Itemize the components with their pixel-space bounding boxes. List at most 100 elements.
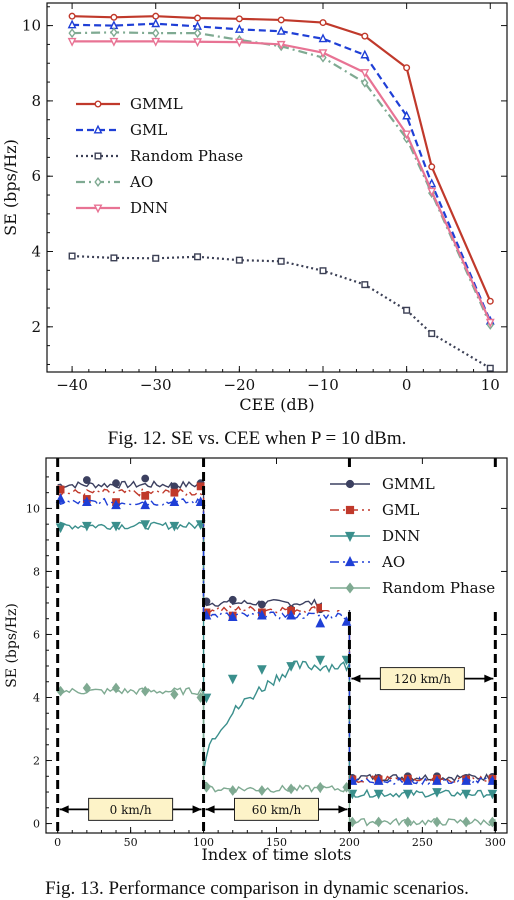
data-point-ao xyxy=(257,609,267,620)
series-line-random-phase xyxy=(57,687,496,827)
y-axis-label: SE (bps/Hz) xyxy=(1,139,20,236)
data-point-ao xyxy=(152,28,160,39)
legend-marker xyxy=(93,204,103,214)
data-point-dnn xyxy=(111,521,121,532)
legend-marker xyxy=(94,177,102,187)
series-line-random-phase xyxy=(72,254,491,370)
data-point-random-phase xyxy=(462,816,471,828)
fig13-chart: 0 50 100 150 200 250 300 0 2 4 6 8 10 Index of time s… xyxy=(4,457,508,864)
data-point-ao xyxy=(402,775,413,785)
legend-label: GML xyxy=(382,501,419,519)
data-point-ao xyxy=(432,775,442,785)
x-tick-label: 150 xyxy=(266,836,287,849)
data-point-dnn xyxy=(82,521,92,532)
data-point-ao xyxy=(361,77,369,88)
legend-label: GMML xyxy=(382,475,435,493)
data-point-ao xyxy=(140,499,151,510)
x-tick-label: 50 xyxy=(124,836,138,849)
legend-label: Random Phase xyxy=(382,579,495,597)
data-point-ao xyxy=(373,775,384,785)
data-point-dnn xyxy=(315,655,326,666)
data-point-gmml xyxy=(110,13,118,21)
data-point-ao xyxy=(341,616,352,626)
x-tick-label: −40 xyxy=(56,376,88,394)
x-tick-label: −10 xyxy=(307,376,339,394)
data-point-dnn xyxy=(432,788,442,798)
data-point-dnn xyxy=(227,674,238,685)
data-point-gml xyxy=(402,110,412,120)
data-point-gmml xyxy=(235,15,243,23)
series-line-gml xyxy=(57,488,496,784)
legend-marker xyxy=(345,582,355,594)
speed-label: 0 km/h xyxy=(110,803,152,817)
legend-label: DNN xyxy=(130,199,168,217)
data-point-gmml xyxy=(486,297,494,305)
data-point-ao xyxy=(110,27,118,38)
x-tick-label: −20 xyxy=(224,376,256,394)
data-point-dnn xyxy=(461,789,471,800)
y-tick-label: 8 xyxy=(33,565,40,578)
data-point-gmml xyxy=(403,64,411,72)
data-point-ao xyxy=(193,28,202,39)
data-point-random-phase xyxy=(277,257,285,265)
x-tick-label: 10 xyxy=(481,376,500,394)
data-point-ao xyxy=(82,496,92,507)
data-point-gmml xyxy=(319,19,327,27)
x-tick-label: −30 xyxy=(140,376,172,394)
data-point-random-phase xyxy=(141,685,150,697)
fig13-caption: Fig. 13. Performance comparison in dynam… xyxy=(45,878,469,899)
data-point-random-phase xyxy=(82,682,91,694)
data-point-gml xyxy=(234,23,244,33)
fig12-caption: Fig. 12. SE vs. CEE when P = 10 dBm. xyxy=(107,428,407,449)
arrow-head-left xyxy=(59,805,69,814)
arrow-head-left xyxy=(205,805,215,814)
arrow-head-left xyxy=(351,674,361,683)
data-point-gml xyxy=(67,19,77,29)
arrow-head-right xyxy=(192,805,202,814)
y-tick-label: 10 xyxy=(22,17,41,35)
data-point-random-phase xyxy=(403,816,412,828)
x-tick-label: 100 xyxy=(193,836,214,849)
data-point-dnn xyxy=(234,38,244,48)
data-point-gmml xyxy=(428,163,436,171)
legend-label: Random Phase xyxy=(130,147,243,165)
legend-marker xyxy=(344,531,356,542)
legend-marker xyxy=(94,100,102,108)
legend-label: AO xyxy=(381,553,405,571)
legend-label: DNN xyxy=(382,527,420,545)
data-point-dnn xyxy=(55,523,66,534)
data-point-gmml xyxy=(361,32,369,40)
data-point-dnn xyxy=(286,662,296,672)
speed-label-box xyxy=(88,797,174,821)
data-point-gmml xyxy=(277,16,285,24)
data-point-random-phase xyxy=(110,254,118,262)
plot-frame xyxy=(45,457,508,834)
data-point-dnn xyxy=(427,187,437,197)
y-tick-label: 6 xyxy=(31,167,41,185)
x-tick-label: 200 xyxy=(339,836,360,849)
y-tick-label: 2 xyxy=(31,318,41,336)
y-tick-label: 0 xyxy=(33,818,40,831)
legend-label: GML xyxy=(130,121,167,139)
data-point-random-phase xyxy=(316,781,325,793)
data-point-gml xyxy=(276,25,286,35)
data-point-ao xyxy=(111,499,121,510)
y-tick-label: 2 xyxy=(33,755,40,768)
data-point-random-phase xyxy=(486,364,494,372)
y-axis-label: SE (bps/Hz) xyxy=(4,603,20,688)
data-point-random-phase xyxy=(194,253,202,261)
data-point-dnn xyxy=(169,521,180,532)
x-tick-label: 0 xyxy=(402,376,412,394)
data-point-random-phase xyxy=(319,267,327,275)
y-tick-label: 4 xyxy=(33,691,40,704)
data-point-gml xyxy=(170,488,179,497)
y-tick-label: 4 xyxy=(31,243,41,261)
arrow-head-right xyxy=(484,674,494,683)
data-point-random-phase xyxy=(361,281,369,289)
data-point-gmml xyxy=(258,600,266,609)
x-tick-label: 250 xyxy=(412,836,433,849)
data-point-random-phase xyxy=(111,682,121,694)
data-point-ao xyxy=(227,611,238,622)
y-tick-label: 6 xyxy=(33,628,40,641)
legend-label: GMML xyxy=(130,95,183,113)
